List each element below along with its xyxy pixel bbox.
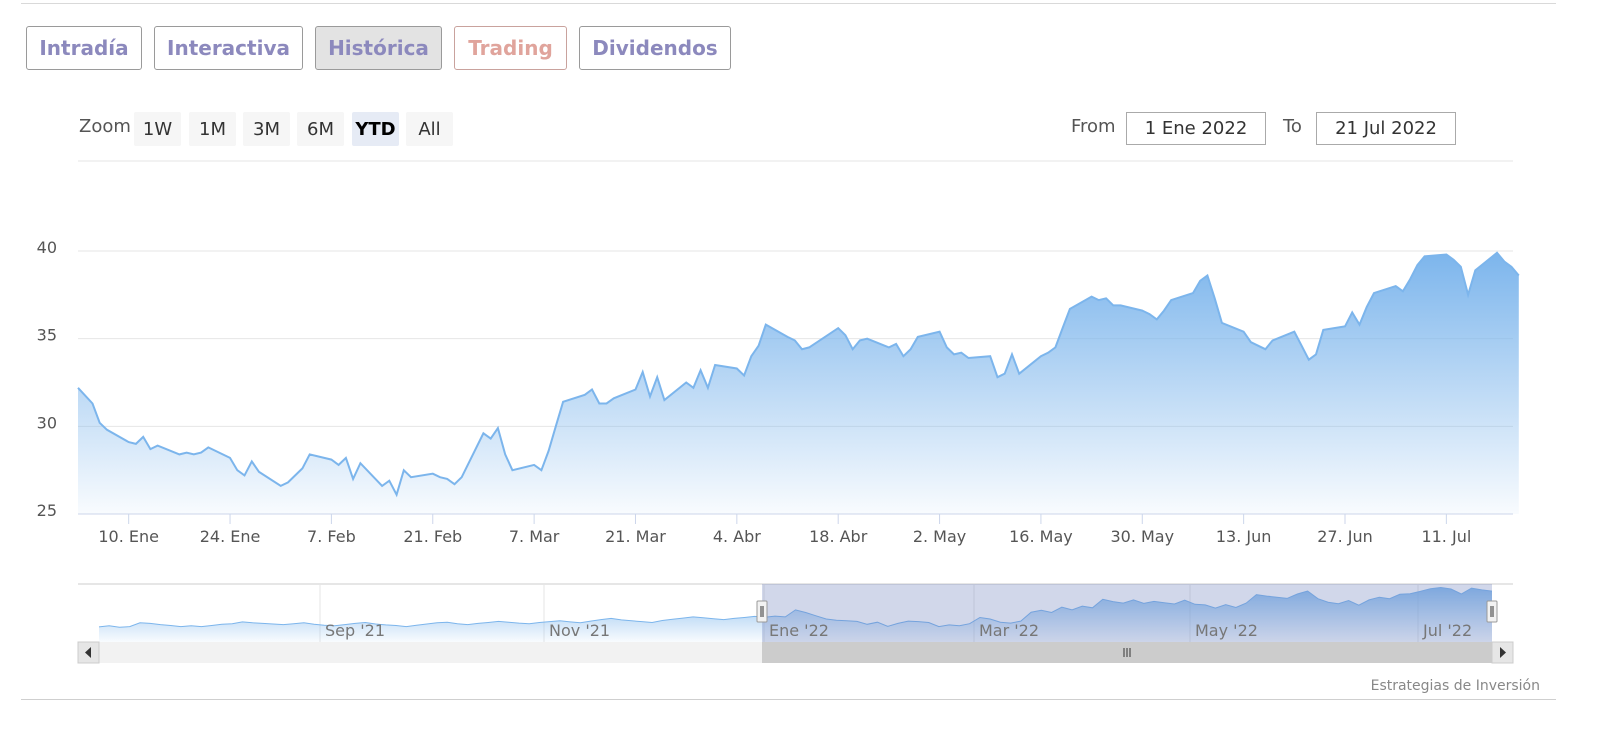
x-tick-label: 21. Feb	[403, 527, 462, 546]
top-divider	[21, 3, 1556, 4]
zoom-1w-button[interactable]: 1W	[134, 112, 181, 146]
range-to-label: To	[1283, 116, 1302, 137]
zoom-1m-button[interactable]: 1M	[189, 112, 236, 146]
x-tick-label: 10. Ene	[98, 527, 159, 546]
tab-interactiva[interactable]: Interactiva	[154, 26, 303, 70]
navigator-handle-right[interactable]	[1486, 600, 1498, 623]
y-tick-label: 40	[37, 238, 57, 257]
x-tick-label: 27. Jun	[1317, 527, 1373, 546]
x-tick-label: 30. May	[1110, 527, 1174, 546]
navigator-label: Mar '22	[979, 621, 1039, 640]
zoom-ytd-button[interactable]: YTD	[352, 112, 399, 146]
y-axis: 25 30 35 40	[37, 238, 57, 520]
x-tick-label: 7. Mar	[509, 527, 560, 546]
navigator-label: May '22	[1195, 621, 1258, 640]
navigator-label: Ene '22	[769, 621, 829, 640]
y-tick-label: 30	[37, 413, 57, 432]
x-tick-label: 18. Abr	[809, 527, 868, 546]
zoom-all-button[interactable]: All	[406, 112, 453, 146]
scrollbar	[77, 641, 1514, 664]
arrow-left-icon	[85, 647, 91, 658]
x-tick-label: 2. May	[913, 527, 966, 546]
y-tick-label: 25	[37, 501, 57, 520]
range-to-input[interactable]: 21 Jul 2022	[1316, 112, 1456, 145]
x-tick-label: 21. Mar	[605, 527, 666, 546]
chart-credits: Estrategias de Inversión	[1370, 678, 1540, 694]
range-from-label: From	[1071, 116, 1116, 137]
x-tick-label: 16. May	[1009, 527, 1073, 546]
navigator-selected-range	[762, 584, 1492, 642]
x-tick-label: 11. Jul	[1421, 527, 1471, 546]
x-tick-label: 13. Jun	[1216, 527, 1272, 546]
price-area	[78, 252, 1519, 515]
navigator: Sep '21 Nov '21 Ene '22 Mar '22 May '22 Jul '…	[78, 583, 1513, 642]
arrow-right-icon	[1500, 647, 1506, 658]
x-tick-label: 7. Feb	[307, 527, 356, 546]
tab-intradia[interactable]: Intradía	[26, 26, 142, 70]
zoom-label: Zoom	[79, 116, 131, 137]
navigator-handle-left[interactable]	[756, 600, 768, 623]
tab-trading[interactable]: Trading	[454, 26, 567, 70]
navigator-label: Nov '21	[549, 621, 610, 640]
tab-dividendos[interactable]: Dividendos	[579, 26, 731, 70]
navigator-label: Jul '22	[1422, 621, 1472, 640]
navigator-label: Sep '21	[325, 621, 385, 640]
x-axis: 10. Ene 24. Ene 7. Feb 21. Feb 7. Mar 21. Mar…	[98, 514, 1471, 546]
x-tick-label: 4. Abr	[713, 527, 761, 546]
zoom-3m-button[interactable]: 3M	[243, 112, 290, 146]
bottom-divider	[21, 699, 1556, 700]
price-line	[77, 251, 1520, 498]
x-tick-label: 24. Ene	[200, 527, 261, 546]
y-tick-label: 35	[37, 326, 57, 345]
zoom-6m-button[interactable]: 6M	[297, 112, 344, 146]
range-from-input[interactable]: 1 Ene 2022	[1126, 112, 1266, 145]
tab-historica[interactable]: Histórica	[315, 26, 442, 70]
